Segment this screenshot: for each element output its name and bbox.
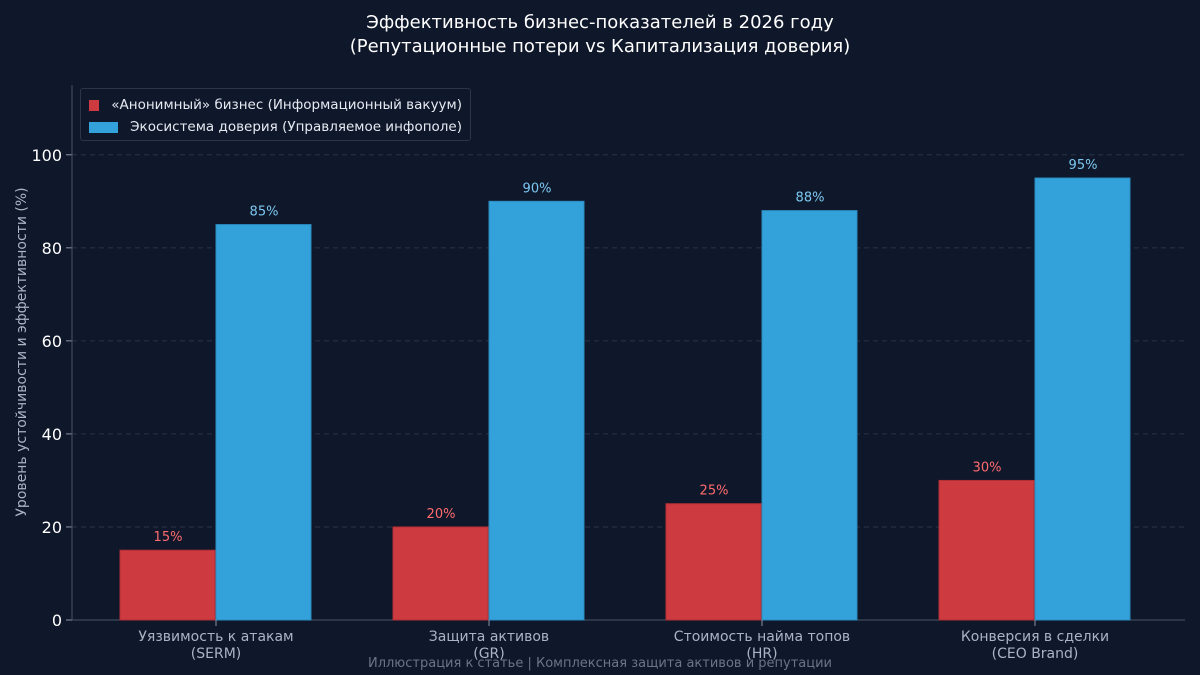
x-tick-label: Защита активов — [429, 629, 549, 645]
legend: «Анонимный» бизнес (Информационный вакуу… — [80, 88, 471, 141]
bar-anonymous — [392, 526, 489, 621]
y-tick-label: 0 — [52, 611, 62, 630]
y-tick-label: 80 — [42, 239, 62, 258]
data-label: 30% — [973, 460, 1002, 475]
chart-title: Эффективность бизнес-показателей в 2026 … — [366, 12, 834, 33]
chart-subtitle: (Репутационные потери vs Капитализация д… — [349, 36, 851, 57]
bar-ecosystem — [488, 200, 585, 621]
x-tick-label: (GR) — [473, 646, 505, 662]
bar-ecosystem — [1034, 177, 1131, 621]
y-tick-label: 60 — [42, 332, 62, 351]
footer-caption: Иллюстрация к статье | Комплексная защит… — [367, 656, 833, 671]
bar-ecosystem — [761, 210, 858, 621]
x-tick-label: (SERM) — [191, 646, 241, 662]
bar-anonymous — [938, 479, 1035, 621]
y-tick-label: 100 — [31, 146, 62, 165]
data-label: 90% — [523, 181, 552, 196]
legend-item-anonymous: «Анонимный» бизнес (Информационный вакуу… — [89, 94, 462, 116]
data-label: 95% — [1069, 158, 1098, 173]
bar-anonymous — [665, 503, 762, 621]
data-label: 85% — [250, 205, 279, 220]
x-tick-label: Стоимость найма топов — [674, 629, 850, 645]
y-tick-label: 20 — [42, 518, 62, 537]
bar-ecosystem — [215, 224, 312, 621]
data-label: 20% — [427, 507, 456, 522]
x-tick-label: (CEO Brand) — [992, 646, 1079, 662]
legend-item-ecosystem: Экосистема доверия (Управляемое инфополе… — [89, 116, 462, 138]
legend-swatch-ecosystem — [89, 121, 119, 133]
data-label: 88% — [796, 191, 825, 206]
data-label: 25% — [700, 484, 729, 499]
legend-swatch-anonymous — [89, 99, 100, 111]
y-tick-label: 40 — [42, 425, 62, 444]
x-tick-label: Конверсия в сделки — [961, 629, 1109, 645]
x-tick-label: Уязвимость к атакам — [138, 629, 293, 645]
legend-label-ecosystem: Экосистема доверия (Управляемое инфополе… — [130, 119, 462, 135]
bar-anonymous — [119, 549, 216, 621]
legend-label-anonymous: «Анонимный» бизнес (Информационный вакуу… — [111, 97, 462, 113]
x-tick-label: (HR) — [746, 646, 777, 662]
data-label: 15% — [154, 530, 183, 545]
